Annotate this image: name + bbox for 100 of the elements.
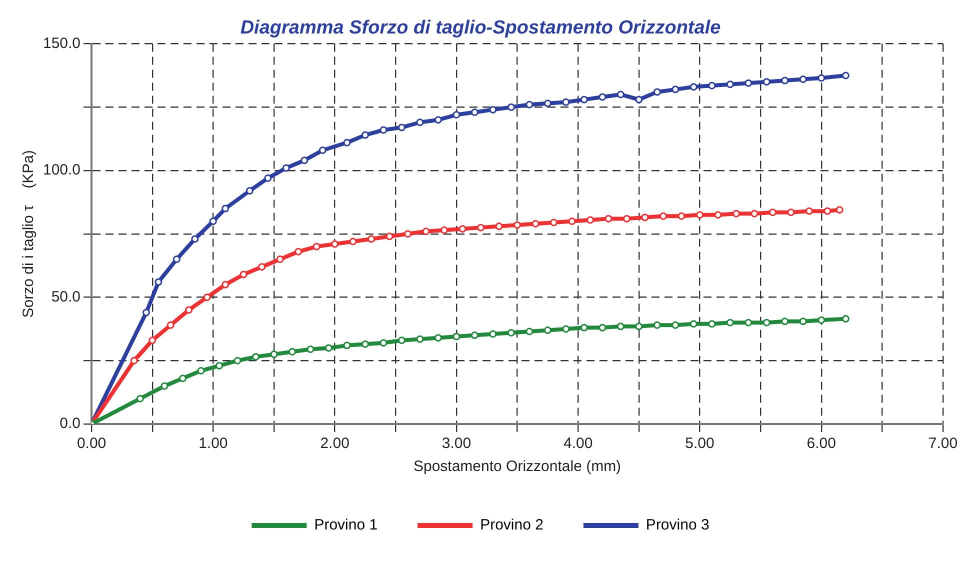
point <box>234 356 242 364</box>
point <box>136 394 144 402</box>
point <box>824 207 832 215</box>
point <box>526 328 534 336</box>
point <box>416 335 424 343</box>
point <box>422 228 430 236</box>
point <box>440 226 448 234</box>
point <box>318 146 326 154</box>
point <box>434 116 442 124</box>
point <box>172 255 180 263</box>
point <box>526 100 534 108</box>
point <box>708 82 716 90</box>
point <box>288 348 296 356</box>
point <box>416 118 424 126</box>
point <box>203 294 211 302</box>
point <box>672 321 680 329</box>
point <box>179 374 187 382</box>
point <box>380 339 388 347</box>
point <box>678 212 686 220</box>
point <box>209 217 217 225</box>
point <box>294 248 302 256</box>
point <box>799 76 807 84</box>
point <box>458 225 466 233</box>
point <box>622 214 630 222</box>
point <box>343 342 351 350</box>
point <box>653 88 661 96</box>
point <box>331 240 339 248</box>
point <box>544 100 552 108</box>
point <box>616 322 624 330</box>
point <box>787 208 795 216</box>
point <box>148 336 156 344</box>
point <box>635 96 643 104</box>
point <box>726 318 734 326</box>
point <box>276 255 284 263</box>
x-tick-label: 0.00 <box>76 435 106 452</box>
point <box>641 214 649 222</box>
point <box>398 124 406 132</box>
point <box>514 221 522 229</box>
point <box>222 280 230 288</box>
point <box>653 321 661 329</box>
point <box>544 326 552 334</box>
point <box>380 126 388 134</box>
x-tick-label: 6.00 <box>806 435 836 452</box>
point <box>781 76 789 84</box>
point <box>714 211 722 219</box>
point <box>270 350 278 358</box>
point <box>690 83 698 91</box>
point <box>495 222 503 230</box>
point <box>324 344 332 352</box>
x-tick-label: 5.00 <box>685 435 714 452</box>
point <box>264 174 272 182</box>
chart-title: Diagramma Sforzo di taglio-Spostamento Orizzontale <box>240 18 722 39</box>
point <box>598 324 606 332</box>
point <box>635 322 643 330</box>
point <box>696 211 704 219</box>
point <box>604 214 612 222</box>
point <box>398 336 406 344</box>
point <box>452 332 460 340</box>
x-tick-label: 2.00 <box>320 435 350 452</box>
point <box>386 232 394 240</box>
point <box>470 108 478 116</box>
point <box>130 356 138 364</box>
point <box>781 318 789 326</box>
point <box>258 263 266 271</box>
point <box>404 230 412 238</box>
legend-label: Provino 2 <box>480 516 544 534</box>
point <box>836 206 844 214</box>
point <box>300 156 308 164</box>
point <box>799 318 807 326</box>
point <box>550 218 558 226</box>
point <box>818 316 826 324</box>
point <box>185 306 193 314</box>
point <box>361 131 369 139</box>
point <box>246 187 254 195</box>
point <box>368 235 376 243</box>
x-axis-title: Spostamento Orizzontale (mm) <box>413 458 622 476</box>
point <box>762 78 770 86</box>
point <box>507 103 515 111</box>
point <box>805 207 813 215</box>
point <box>672 86 680 94</box>
y-tick-label: 150.0 <box>42 34 81 52</box>
point <box>507 329 515 336</box>
point <box>477 224 485 232</box>
point <box>616 90 624 98</box>
point <box>222 204 230 212</box>
point <box>659 212 667 220</box>
point <box>726 80 734 88</box>
point <box>240 270 248 278</box>
y-tick-label: 50.0 <box>51 288 81 306</box>
point <box>768 208 776 216</box>
legend-label: Provino 3 <box>646 516 710 534</box>
point <box>842 72 850 80</box>
point <box>586 216 594 224</box>
y-axis-title: Sorzo di i taglio τ (KPa) <box>20 150 38 318</box>
point <box>744 79 752 87</box>
point <box>312 242 320 250</box>
x-tick-label: 7.00 <box>928 435 958 452</box>
point <box>470 332 478 340</box>
point <box>842 315 850 323</box>
point <box>750 210 758 218</box>
